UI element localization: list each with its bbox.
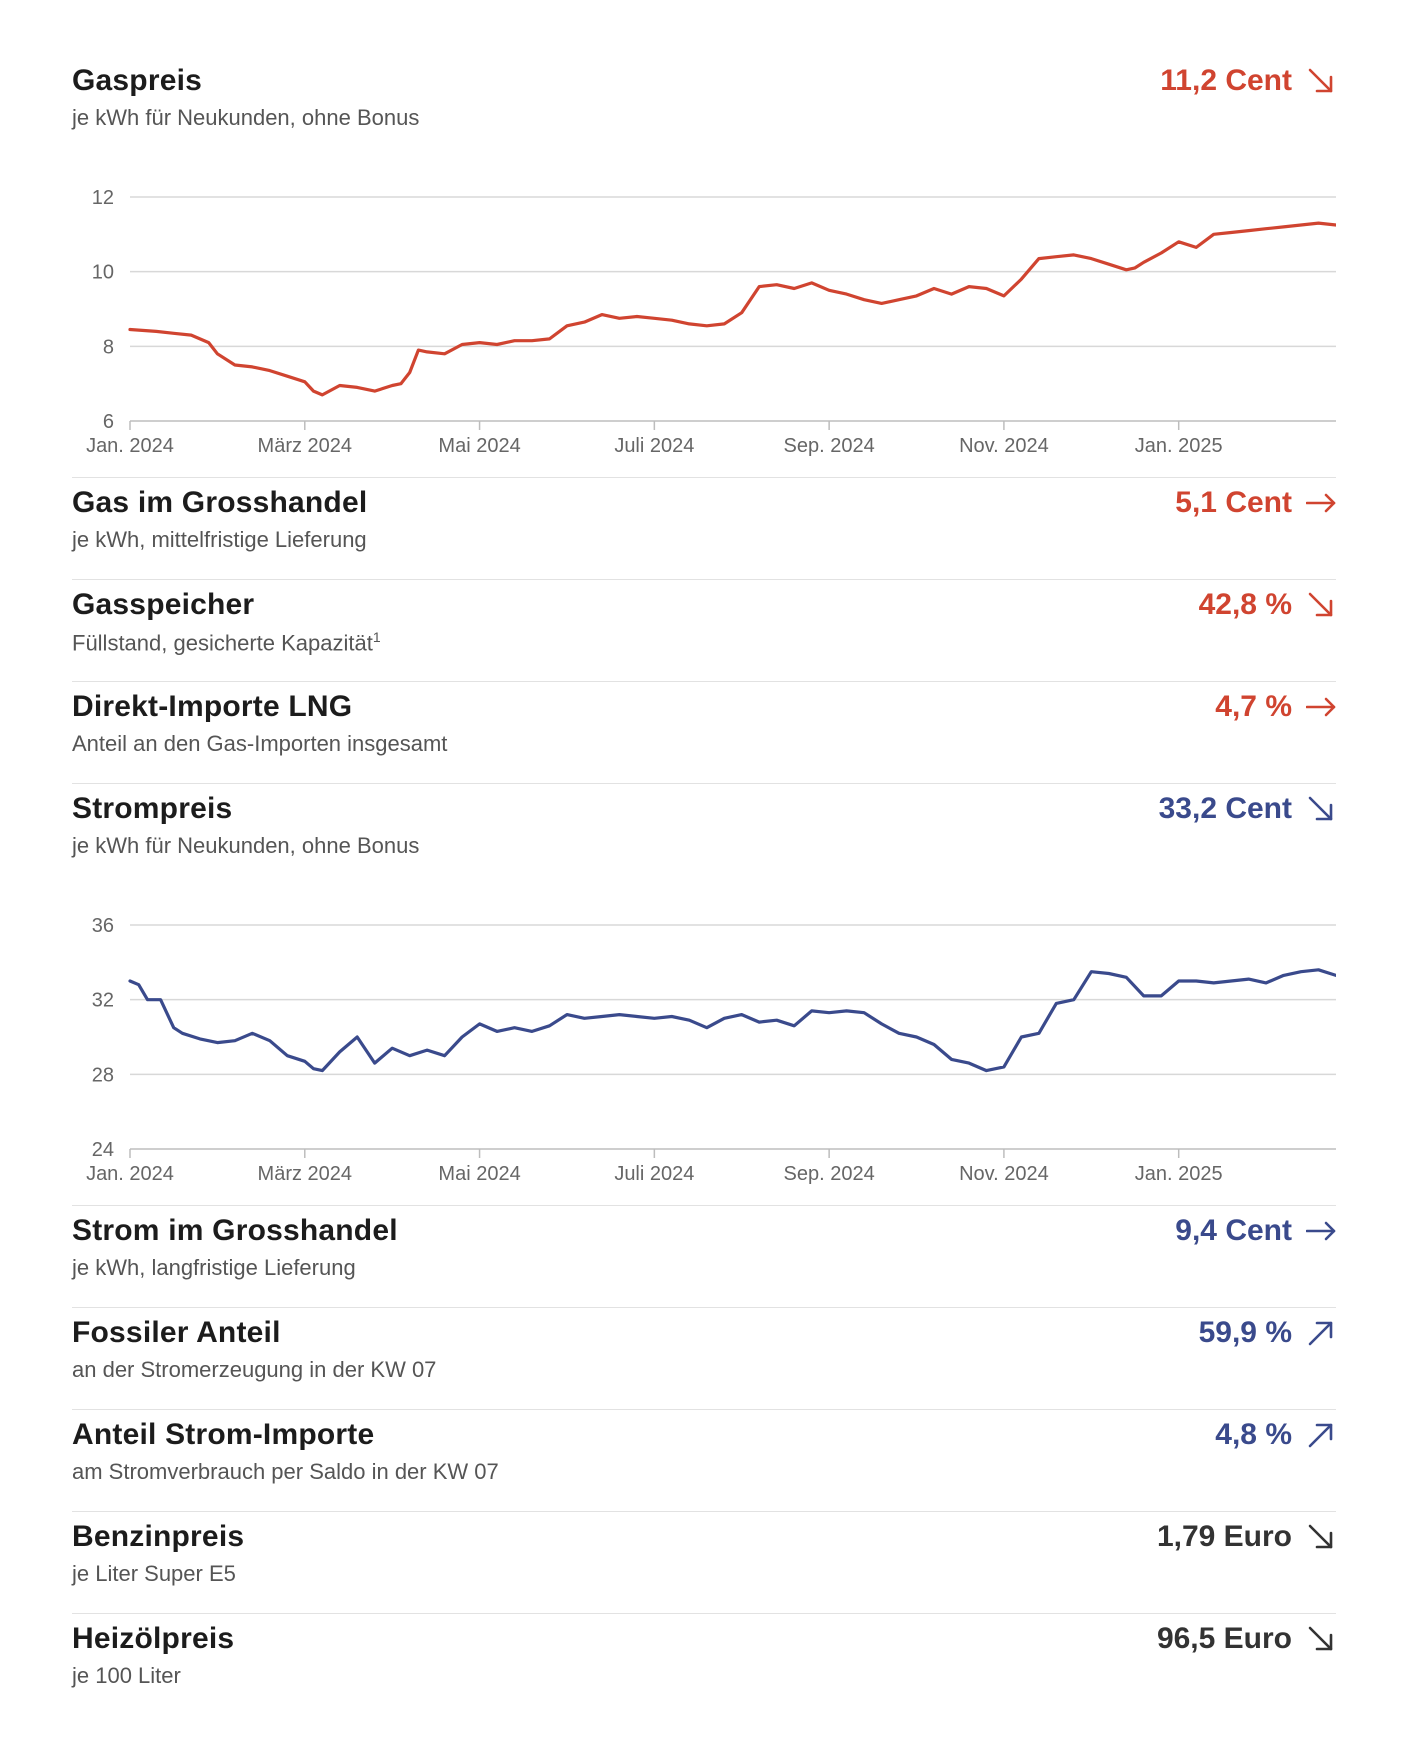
row-subtitle: je kWh für Neukunden, ohne Bonus	[72, 833, 420, 858]
value-text: 33,2 Cent	[1158, 792, 1292, 825]
x-tick-label: Mai 2024	[438, 1163, 520, 1185]
value-text: 1,79 Euro	[1156, 1520, 1292, 1553]
series-line	[128, 968, 1336, 1073]
row-strompreis: Strompreis je kWh für Neukunden, ohne Bo…	[72, 783, 1336, 885]
chart-gaspreis: 12 10 8 6 Jan. 2024 März 2024 Mai 2024 Juli 202…	[72, 157, 1336, 477]
row-title: Benzinpreis	[72, 1520, 245, 1553]
subtitle-text: Füllstand, gesicherte Kapazität	[72, 630, 373, 656]
row-gas-grosshandel: Gas im Grosshandel je kWh, mittelfristig…	[72, 477, 1336, 579]
row-strom-grosshandel: Strom im Grosshandel je kWh, langfristig…	[72, 1205, 1336, 1307]
x-tick-label: Nov. 2024	[959, 1163, 1049, 1185]
x-tick-label: März 2024	[258, 435, 353, 457]
value-text: 42,8 %	[1198, 588, 1292, 621]
value-text: 4,8 %	[1215, 1418, 1292, 1451]
y-tick-label: 24	[92, 1139, 114, 1161]
row-subtitle: je kWh, langfristige Lieferung	[72, 1255, 356, 1280]
dashboard: Gaspreis je kWh für Neukunden, ohne Bonu…	[72, 56, 1336, 1715]
row-title: Strompreis	[72, 792, 233, 825]
row-fossil: Fossiler Anteil an der Stromerzeugung in…	[72, 1307, 1336, 1409]
y-tick-label: 32	[92, 990, 114, 1012]
row-subtitle: je kWh für Neukunden, ohne Bonus	[72, 105, 420, 130]
arrow-down-right-icon	[1306, 1522, 1336, 1552]
row-value: 4,8 %	[1215, 1418, 1336, 1452]
row-value: 11,2 Cent	[1160, 64, 1336, 98]
y-tick-label: 10	[92, 262, 114, 284]
row-lng: Direkt-Importe LNG Anteil an den Gas-Imp…	[72, 681, 1336, 783]
row-value: 33,2 Cent	[1159, 792, 1336, 826]
y-tick-label: 8	[103, 336, 114, 358]
row-value: 42,8 %	[1199, 588, 1336, 622]
y-tick-label: 12	[92, 187, 114, 209]
row-gasspeicher: Gasspeicher Füllstand, gesicherte Kapazi…	[72, 579, 1336, 681]
y-tick-label: 28	[92, 1064, 114, 1086]
chart-strompreis: 36 32 28 24 Jan. 2024 März 2024 Mai 2024 Juli 2…	[72, 885, 1336, 1205]
row-title: Gasspeicher	[72, 588, 255, 621]
row-gaspreis: Gaspreis je kWh für Neukunden, ohne Bonu…	[72, 56, 1336, 157]
x-tick-label: März 2024	[258, 1163, 353, 1185]
row-title: Gaspreis	[72, 64, 203, 97]
y-tick-label: 6	[103, 411, 114, 433]
arrow-up-right-icon	[1306, 1318, 1336, 1348]
value-text: 96,5 Euro	[1156, 1622, 1292, 1655]
x-tick-label: Jan. 2025	[1135, 1163, 1223, 1185]
row-title: Direkt-Importe LNG	[72, 690, 353, 723]
arrow-right-icon	[1305, 692, 1336, 722]
x-tick-label: Juli 2024	[614, 435, 694, 457]
arrow-down-right-icon	[1306, 794, 1336, 824]
row-heizoel: Heizölpreis je 100 Liter 96,5 Euro	[72, 1613, 1336, 1715]
row-title: Fossiler Anteil	[72, 1316, 281, 1349]
x-tick-label: Juli 2024	[614, 1163, 694, 1185]
row-title: Heizölpreis	[72, 1622, 235, 1655]
value-text: 5,1 Cent	[1175, 486, 1292, 519]
row-title: Strom im Grosshandel	[72, 1214, 398, 1247]
row-title: Gas im Grosshandel	[72, 486, 368, 519]
row-subtitle: je Liter Super E5	[72, 1561, 236, 1586]
arrow-right-icon	[1305, 1216, 1336, 1246]
arrow-right-icon	[1305, 488, 1336, 518]
row-subtitle: Anteil an den Gas-Importen insgesamt	[72, 731, 448, 756]
row-title: Anteil Strom-Importe	[72, 1418, 375, 1451]
footnote-marker: 1	[372, 629, 381, 645]
row-value: 1,79 Euro	[1157, 1520, 1336, 1554]
row-subtitle: je 100 Liter	[72, 1663, 181, 1688]
arrow-down-right-icon	[1306, 1624, 1336, 1654]
x-tick-label: Sep. 2024	[784, 1163, 875, 1185]
x-tick-label: Jan. 2024	[86, 1163, 174, 1185]
row-value: 59,9 %	[1199, 1316, 1336, 1350]
row-value: 9,4 Cent	[1175, 1214, 1336, 1248]
row-subtitle: je kWh, mittelfristige Lieferung	[72, 527, 367, 552]
arrow-down-right-icon	[1306, 590, 1336, 620]
row-value: 5,1 Cent	[1175, 486, 1336, 520]
x-tick-label: Jan. 2025	[1135, 435, 1223, 457]
value-text: 59,9 %	[1198, 1316, 1292, 1349]
row-value: 4,7 %	[1215, 690, 1336, 724]
y-tick-label: 36	[92, 915, 114, 937]
x-tick-label: Sep. 2024	[784, 435, 875, 457]
row-benzin: Benzinpreis je Liter Super E5 1,79 Euro	[72, 1511, 1336, 1613]
value-text: 11,2 Cent	[1160, 64, 1292, 97]
arrow-down-right-icon	[1306, 66, 1336, 96]
arrow-up-right-icon	[1306, 1420, 1336, 1450]
x-tick-label: Nov. 2024	[959, 435, 1049, 457]
row-value: 96,5 Euro	[1157, 1622, 1336, 1656]
x-tick-label: Jan. 2024	[86, 435, 174, 457]
row-stromimporte: Anteil Strom-Importe am Stromverbrauch p…	[72, 1409, 1336, 1511]
row-subtitle: an der Stromerzeugung in der KW 07	[72, 1357, 437, 1382]
row-subtitle: am Stromverbrauch per Saldo in der KW 07	[72, 1459, 499, 1484]
series-line	[128, 221, 1336, 397]
x-tick-label: Mai 2024	[438, 435, 520, 457]
value-text: 9,4 Cent	[1175, 1214, 1292, 1247]
value-text: 4,7 %	[1215, 690, 1292, 723]
row-subtitle: Füllstand, gesicherte Kapazität1	[72, 629, 381, 656]
